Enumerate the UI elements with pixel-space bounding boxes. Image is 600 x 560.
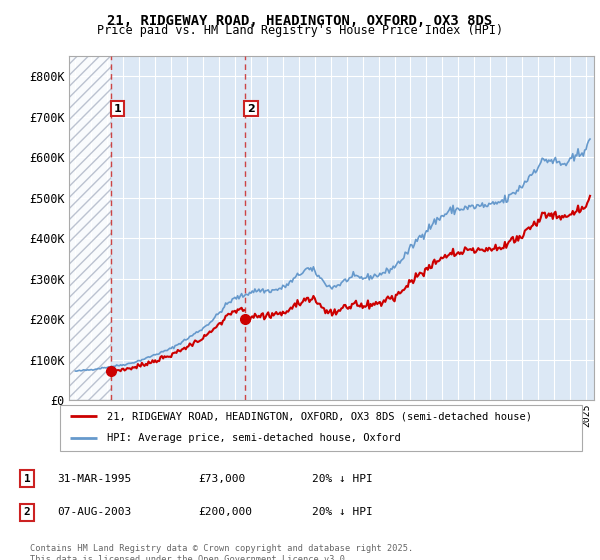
- Text: HPI: Average price, semi-detached house, Oxford: HPI: Average price, semi-detached house,…: [107, 433, 401, 443]
- Text: 20% ↓ HPI: 20% ↓ HPI: [312, 474, 373, 484]
- Text: 21, RIDGEWAY ROAD, HEADINGTON, OXFORD, OX3 8DS: 21, RIDGEWAY ROAD, HEADINGTON, OXFORD, O…: [107, 14, 493, 28]
- Text: 07-AUG-2003: 07-AUG-2003: [57, 507, 131, 517]
- Text: 1: 1: [114, 104, 122, 114]
- Text: Contains HM Land Registry data © Crown copyright and database right 2025.
This d: Contains HM Land Registry data © Crown c…: [30, 544, 413, 560]
- Text: £73,000: £73,000: [198, 474, 245, 484]
- Text: 31-MAR-1995: 31-MAR-1995: [57, 474, 131, 484]
- Text: 1: 1: [23, 474, 31, 484]
- Bar: [69, 56, 111, 400]
- Text: Price paid vs. HM Land Registry's House Price Index (HPI): Price paid vs. HM Land Registry's House …: [97, 24, 503, 37]
- Text: 2: 2: [23, 507, 31, 517]
- Text: 20% ↓ HPI: 20% ↓ HPI: [312, 507, 373, 517]
- Text: £200,000: £200,000: [198, 507, 252, 517]
- Text: 2: 2: [247, 104, 255, 114]
- Text: 21, RIDGEWAY ROAD, HEADINGTON, OXFORD, OX3 8DS (semi-detached house): 21, RIDGEWAY ROAD, HEADINGTON, OXFORD, O…: [107, 412, 532, 421]
